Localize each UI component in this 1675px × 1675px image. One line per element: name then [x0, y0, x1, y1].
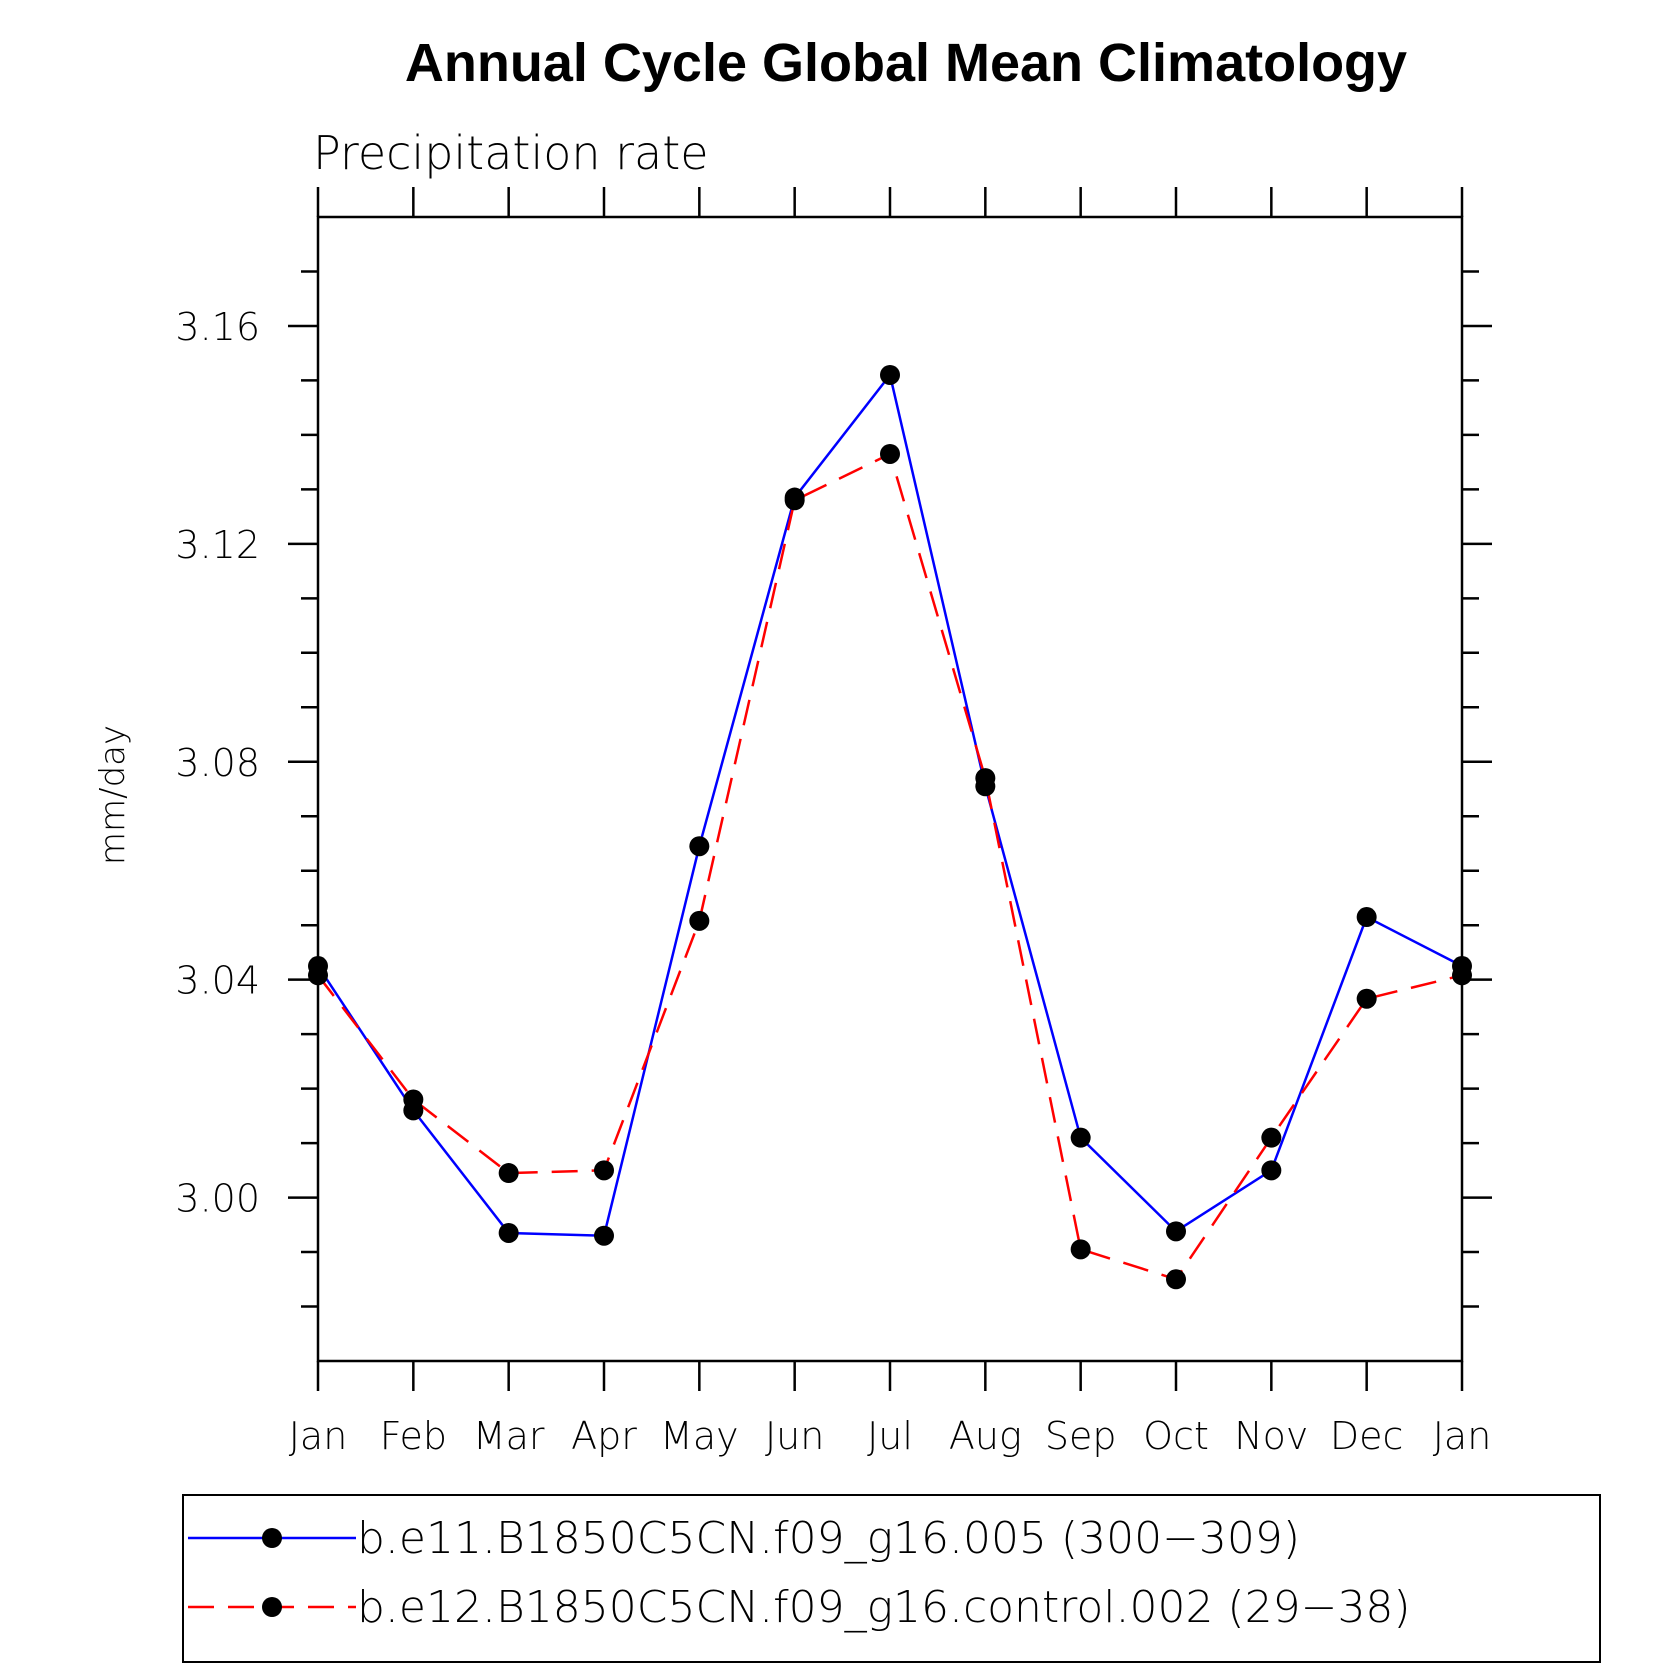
series-layer [308, 364, 1472, 1290]
x-tick-label: Jul [867, 1414, 913, 1458]
axis-ticks: Jan Feb Mar Apr May Jun Jul Aug Sep Oct Nov Dec Jan 3… [175, 187, 1492, 1458]
series-line-1 [316, 372, 1463, 1237]
y-tick-label: 3.00 [175, 1177, 260, 1221]
data-point-series-2 [689, 910, 710, 931]
y-tick-label: 3.04 [175, 959, 260, 1003]
x-tick-label: Jan [1433, 1414, 1492, 1458]
legend-label-series-1: b.e11.B1850C5CN.f09_g16.005 (300−309) [357, 1513, 1300, 1564]
x-tick-label: Sep [1045, 1414, 1117, 1458]
x-tick-label: Feb [380, 1414, 447, 1458]
x-tick-label: Jan [289, 1414, 348, 1458]
y-axis-label: mm/day [93, 725, 133, 865]
data-point-series-2 [784, 490, 805, 511]
x-tick-label: Aug [949, 1414, 1022, 1458]
data-point-series-2 [975, 768, 996, 789]
x-tick-label: May [660, 1414, 739, 1458]
x-tick-label: Jun [765, 1414, 824, 1458]
data-point-series-1 [689, 836, 710, 857]
x-tick-label: Apr [571, 1414, 637, 1458]
plot-frame [316, 215, 1464, 1363]
data-point-series-2 [880, 443, 900, 464]
data-point-series-1 [1356, 907, 1377, 928]
data-point-series-1 [1070, 1127, 1091, 1148]
legend: b.e11.B1850C5CN.f09_g16.005 (300−309) b.… [182, 1494, 1601, 1663]
y-tick-label: 3.08 [175, 741, 260, 785]
legend-marker-series-1 [262, 1528, 282, 1548]
legend-box [182, 1494, 1601, 1663]
x-tick-label: Dec [1330, 1414, 1404, 1458]
y-tick-label: 3.16 [175, 305, 260, 349]
data-point-series-2 [1261, 1127, 1282, 1148]
data-point-series-1 [880, 364, 900, 385]
data-point-series-2 [498, 1163, 519, 1184]
chart-title: Annual Cycle Global Mean Climatology [405, 33, 1407, 93]
data-point-series-1 [1261, 1160, 1282, 1181]
data-point-series-2 [594, 1160, 614, 1181]
x-tick-label: Nov [1234, 1414, 1308, 1458]
data-point-series-1 [498, 1222, 519, 1243]
legend-marker-series-2 [262, 1597, 282, 1617]
x-tick-label: Mar [473, 1414, 545, 1458]
legend-label-series-2: b.e12.B1850C5CN.f09_g16.control.002 (29−… [357, 1582, 1411, 1633]
data-point-series-1 [1166, 1221, 1186, 1242]
x-tick-label: Oct [1143, 1414, 1209, 1458]
chart-subtitle: Precipitation rate [313, 126, 709, 180]
y-tick-label: 3.12 [175, 523, 260, 567]
data-point-series-2 [1166, 1269, 1186, 1290]
series-line-2 [317, 452, 1463, 1281]
data-point-series-1 [594, 1225, 614, 1246]
data-point-series-2 [403, 1089, 424, 1110]
data-point-series-2 [1070, 1239, 1091, 1260]
data-point-series-2 [1356, 988, 1377, 1009]
